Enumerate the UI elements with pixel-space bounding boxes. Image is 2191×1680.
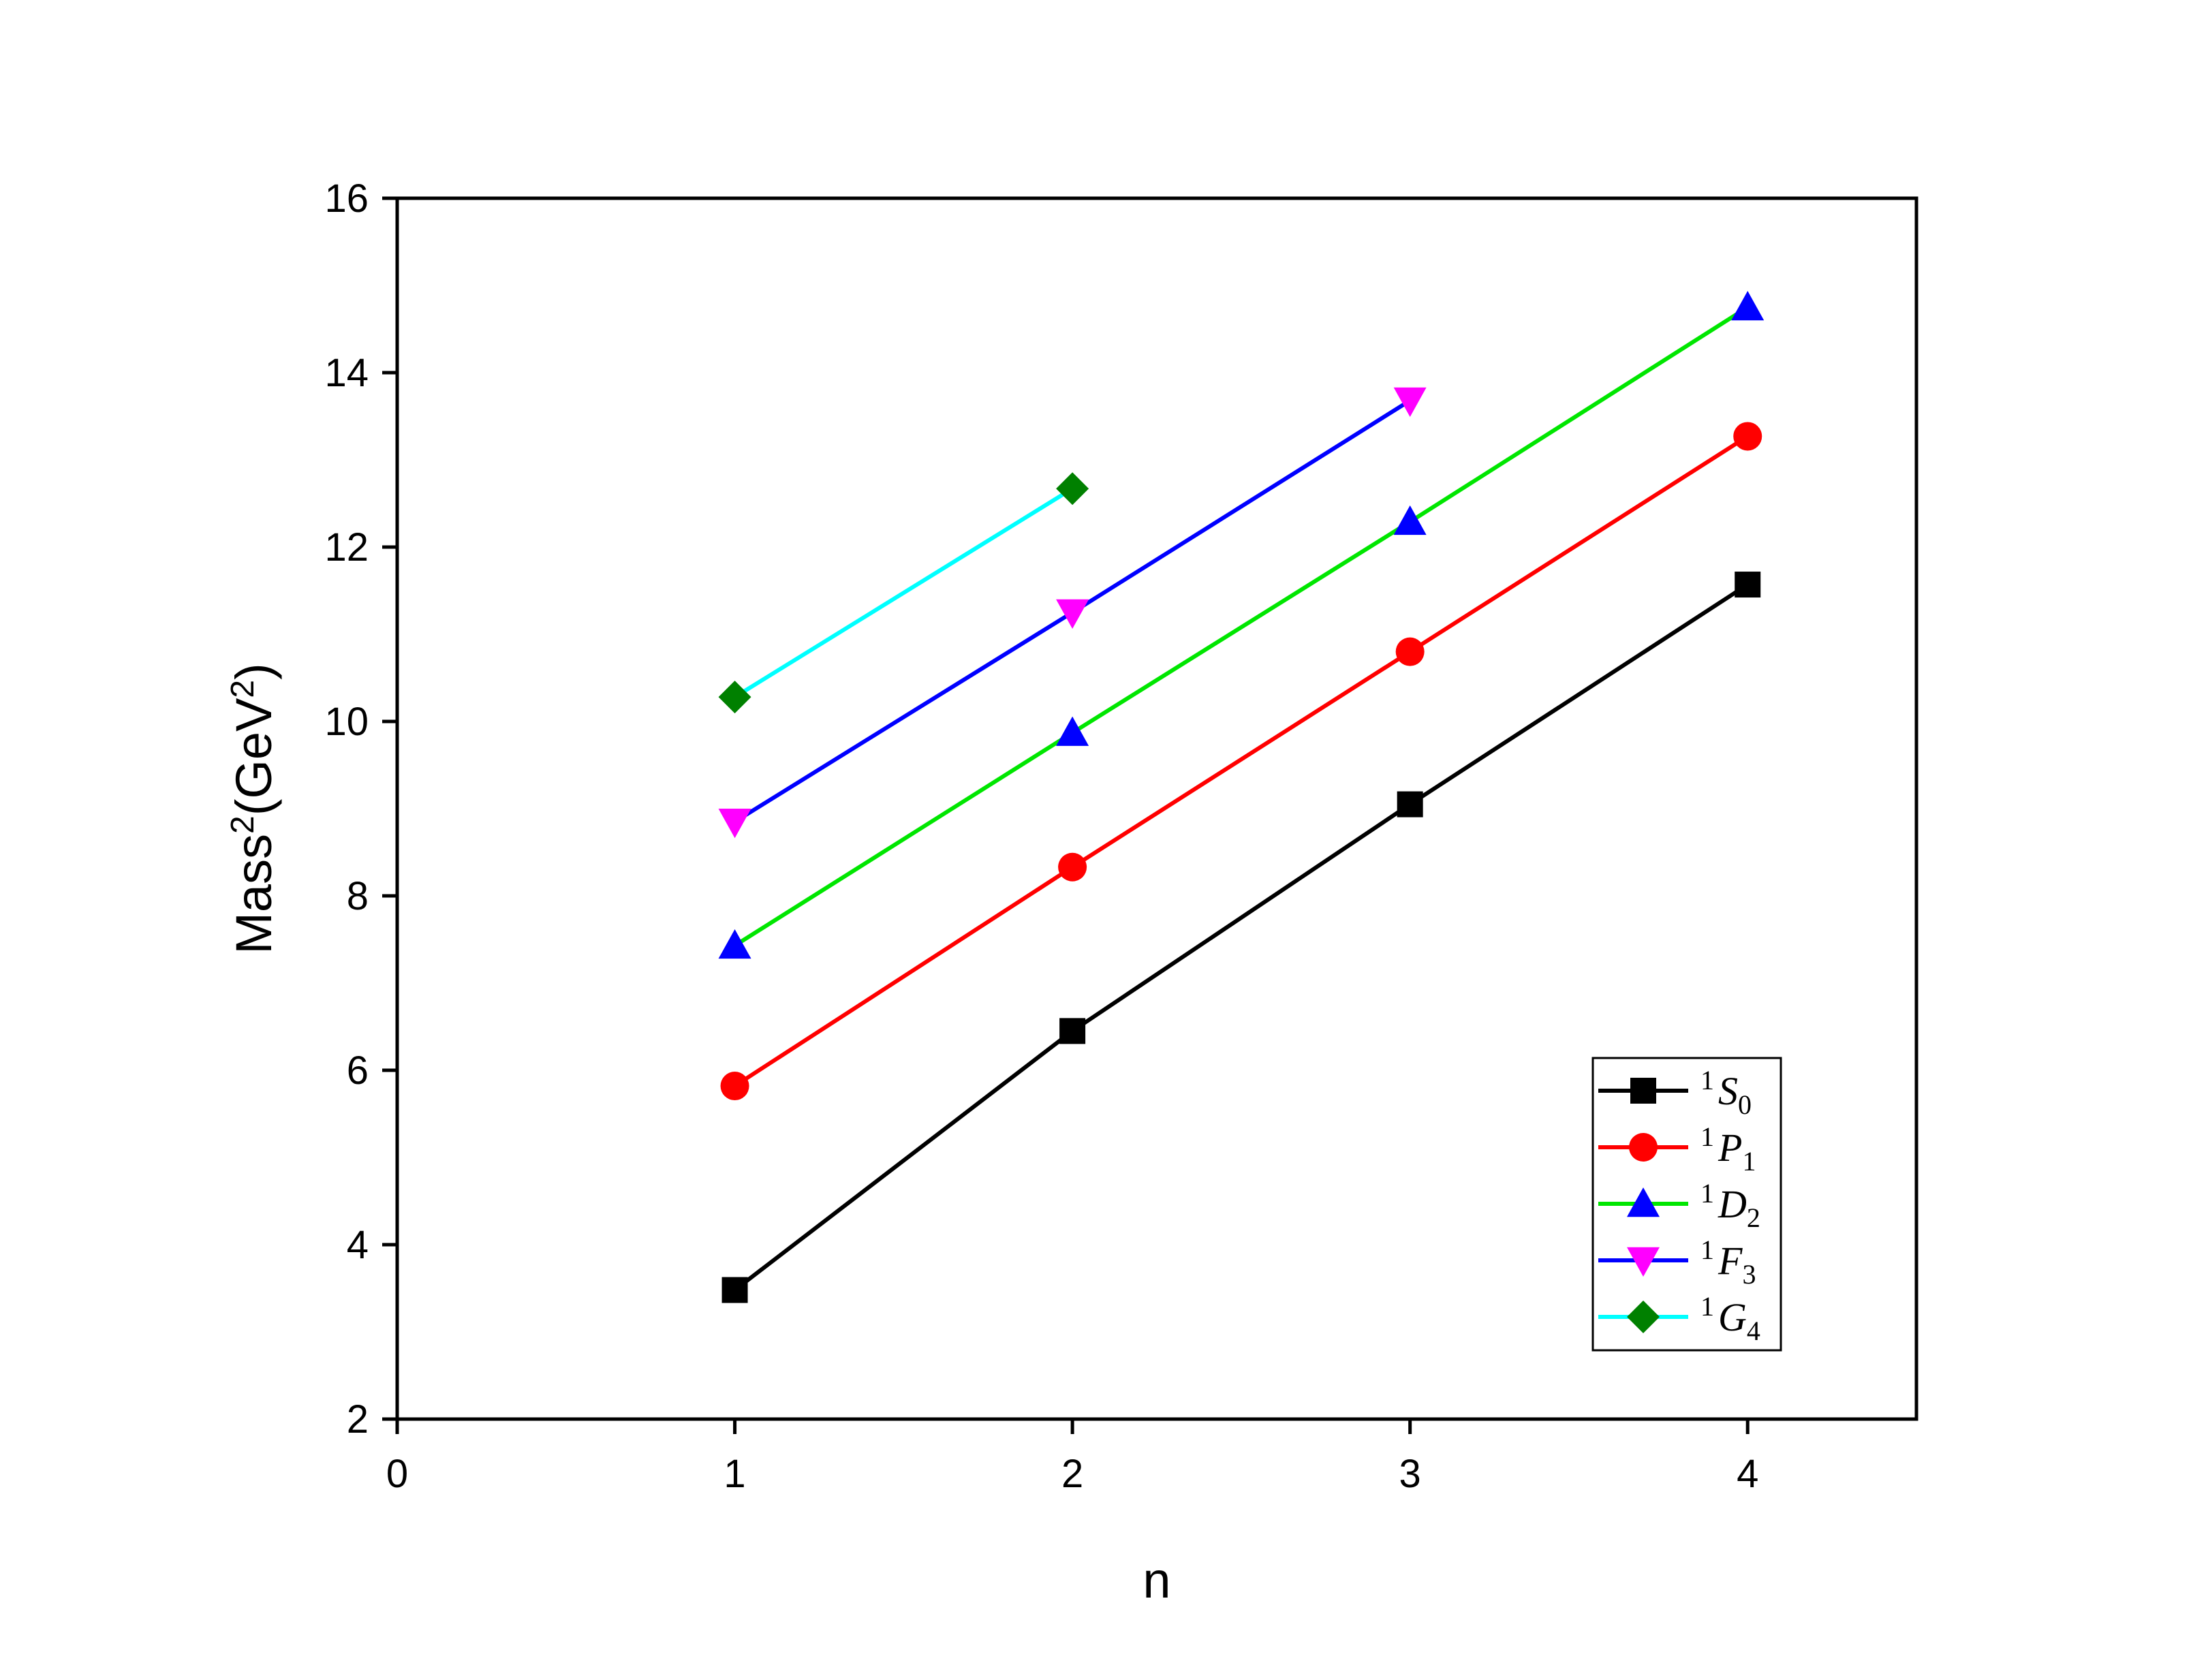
y-axis-title-unit: (GeV bbox=[226, 698, 282, 815]
legend-label-letter: F bbox=[1718, 1239, 1743, 1283]
x-axis-title: n bbox=[1143, 1552, 1170, 1608]
legend-item: 1 F3 bbox=[1598, 1234, 1756, 1290]
data-point bbox=[718, 809, 751, 839]
plot-frame bbox=[395, 196, 1918, 1421]
x-tick-label: 0 bbox=[386, 1452, 408, 1496]
series-1D2 bbox=[718, 291, 1765, 959]
legend-label: 1 P1 bbox=[1700, 1121, 1756, 1177]
y-axis-title-unit-close: ) bbox=[226, 663, 282, 680]
legend-label: 1 S0 bbox=[1700, 1065, 1752, 1120]
legend-label-sup: 1 bbox=[1700, 1291, 1714, 1322]
data-point bbox=[1393, 387, 1427, 417]
legend-item: 1 G4 bbox=[1598, 1291, 1760, 1346]
data-point bbox=[721, 1277, 748, 1303]
data-point bbox=[1058, 852, 1087, 882]
y-axis: 2 4 6 8 10 12 14 16 bbox=[324, 176, 397, 1442]
legend-label-letter: G bbox=[1718, 1295, 1747, 1339]
legend-marker bbox=[1630, 1078, 1656, 1104]
series-layer bbox=[718, 291, 1765, 1303]
y-tick-label: 6 bbox=[347, 1048, 369, 1093]
legend-marker bbox=[1627, 1301, 1660, 1333]
series-line bbox=[733, 486, 1074, 699]
legend-item: 1 S0 bbox=[1598, 1065, 1752, 1120]
data-point bbox=[1735, 572, 1761, 598]
series-1S0 bbox=[721, 572, 1761, 1303]
data-point bbox=[1395, 637, 1425, 666]
y-tick-label: 12 bbox=[324, 525, 369, 570]
legend-label-letter: D bbox=[1718, 1182, 1747, 1226]
data-point bbox=[1397, 791, 1423, 818]
y-axis-title-base: Mass bbox=[226, 834, 282, 954]
x-tick-label: 1 bbox=[724, 1452, 745, 1496]
data-point bbox=[1059, 1018, 1086, 1044]
y-axis-title-sup: 2 bbox=[225, 815, 261, 834]
series-1F3 bbox=[718, 387, 1427, 839]
x-tick-label: 4 bbox=[1737, 1452, 1758, 1496]
legend-label-sub: 2 bbox=[1747, 1202, 1760, 1233]
data-point bbox=[1056, 716, 1089, 746]
x-tick-label: 2 bbox=[1061, 1452, 1083, 1496]
data-point bbox=[718, 681, 751, 714]
series-line bbox=[733, 305, 1749, 948]
series-line bbox=[733, 582, 1749, 1292]
legend-label-letter: P bbox=[1718, 1125, 1742, 1170]
y-tick-label: 8 bbox=[347, 874, 369, 918]
legend-marker bbox=[1629, 1133, 1658, 1162]
legend-label: 1 D2 bbox=[1700, 1178, 1760, 1233]
data-point bbox=[720, 1072, 749, 1101]
legend-label: 1 F3 bbox=[1700, 1234, 1756, 1290]
legend-marker bbox=[1627, 1247, 1660, 1277]
data-point bbox=[1056, 599, 1089, 629]
series-1P1 bbox=[720, 422, 1762, 1101]
y-axis-title-unit-sup: 2 bbox=[225, 680, 261, 698]
y-tick-label: 2 bbox=[347, 1397, 369, 1442]
data-point bbox=[1056, 472, 1089, 505]
legend-label-sup: 1 bbox=[1700, 1178, 1714, 1209]
x-tick-label: 3 bbox=[1399, 1452, 1421, 1496]
data-point bbox=[1731, 291, 1765, 321]
legend-label: 1 G4 bbox=[1700, 1291, 1760, 1346]
y-tick-label: 14 bbox=[324, 351, 369, 395]
legend-marker bbox=[1627, 1187, 1660, 1217]
y-axis-title: Mass2(GeV2) bbox=[225, 663, 283, 954]
legend-label-letter: S bbox=[1718, 1069, 1738, 1113]
legend-label-sub: 3 bbox=[1742, 1259, 1756, 1290]
series-1G4 bbox=[718, 472, 1089, 714]
legend: 1 S01 P11 D21 F31 G4 bbox=[1591, 1057, 1782, 1352]
legend-label-sub: 1 bbox=[1742, 1146, 1756, 1177]
legend-item: 1 D2 bbox=[1598, 1178, 1760, 1233]
legend-item: 1 P1 bbox=[1598, 1121, 1756, 1177]
y-tick-label: 10 bbox=[324, 700, 369, 744]
data-point bbox=[1733, 422, 1762, 451]
legend-label-sup: 1 bbox=[1700, 1234, 1714, 1265]
legend-label-sup: 1 bbox=[1700, 1121, 1714, 1152]
data-point bbox=[718, 929, 751, 959]
data-point bbox=[1393, 505, 1427, 535]
y-tick-label: 16 bbox=[324, 176, 369, 221]
legend-label-sub: 0 bbox=[1738, 1089, 1752, 1120]
x-axis: 0 1 2 3 4 bbox=[386, 1419, 1758, 1496]
legend-label-sub: 4 bbox=[1747, 1316, 1760, 1346]
legend-label-sup: 1 bbox=[1700, 1065, 1714, 1095]
y-tick-label: 4 bbox=[347, 1223, 369, 1267]
series-line bbox=[733, 434, 1749, 1088]
